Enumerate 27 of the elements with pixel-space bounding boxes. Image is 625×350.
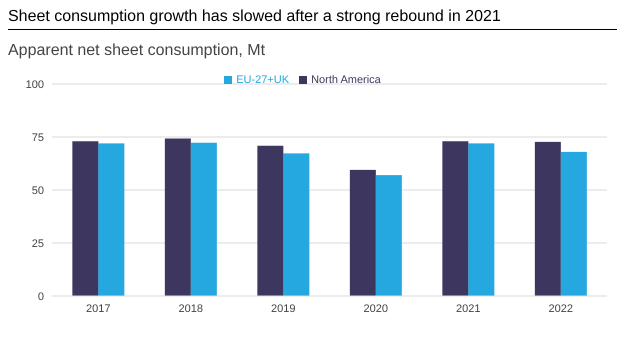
y-tick-label: 75 xyxy=(32,132,44,144)
bar xyxy=(442,141,468,296)
bar xyxy=(534,142,561,296)
bar xyxy=(283,153,310,296)
bar xyxy=(72,141,98,296)
x-tick-label: 2020 xyxy=(364,302,388,315)
bar xyxy=(468,143,494,296)
legend-label: EU-27+UK xyxy=(236,74,290,86)
bar xyxy=(376,175,402,296)
bar xyxy=(350,170,376,296)
x-tick-label: 2019 xyxy=(271,302,296,315)
bar xyxy=(164,138,191,296)
chart-title: Sheet consumption growth has slowed after a strong rebound in 2021 xyxy=(8,8,617,30)
y-tick-label: 100 xyxy=(26,78,44,91)
y-tick-label: 25 xyxy=(32,238,44,250)
bar xyxy=(257,146,284,296)
x-tick-label: 2021 xyxy=(456,302,480,315)
x-tick-label: 2022 xyxy=(548,302,573,315)
chart-subtitle: Apparent net sheet consumption, Mt xyxy=(8,42,266,60)
y-tick-label: 50 xyxy=(32,184,44,197)
legend-label: North America xyxy=(311,74,381,86)
x-tick-label: 2017 xyxy=(86,302,110,315)
bar xyxy=(560,152,587,296)
x-tick-label: 2018 xyxy=(178,302,203,315)
bar xyxy=(98,143,124,296)
bar xyxy=(190,142,217,296)
y-tick-label: 0 xyxy=(38,290,44,303)
